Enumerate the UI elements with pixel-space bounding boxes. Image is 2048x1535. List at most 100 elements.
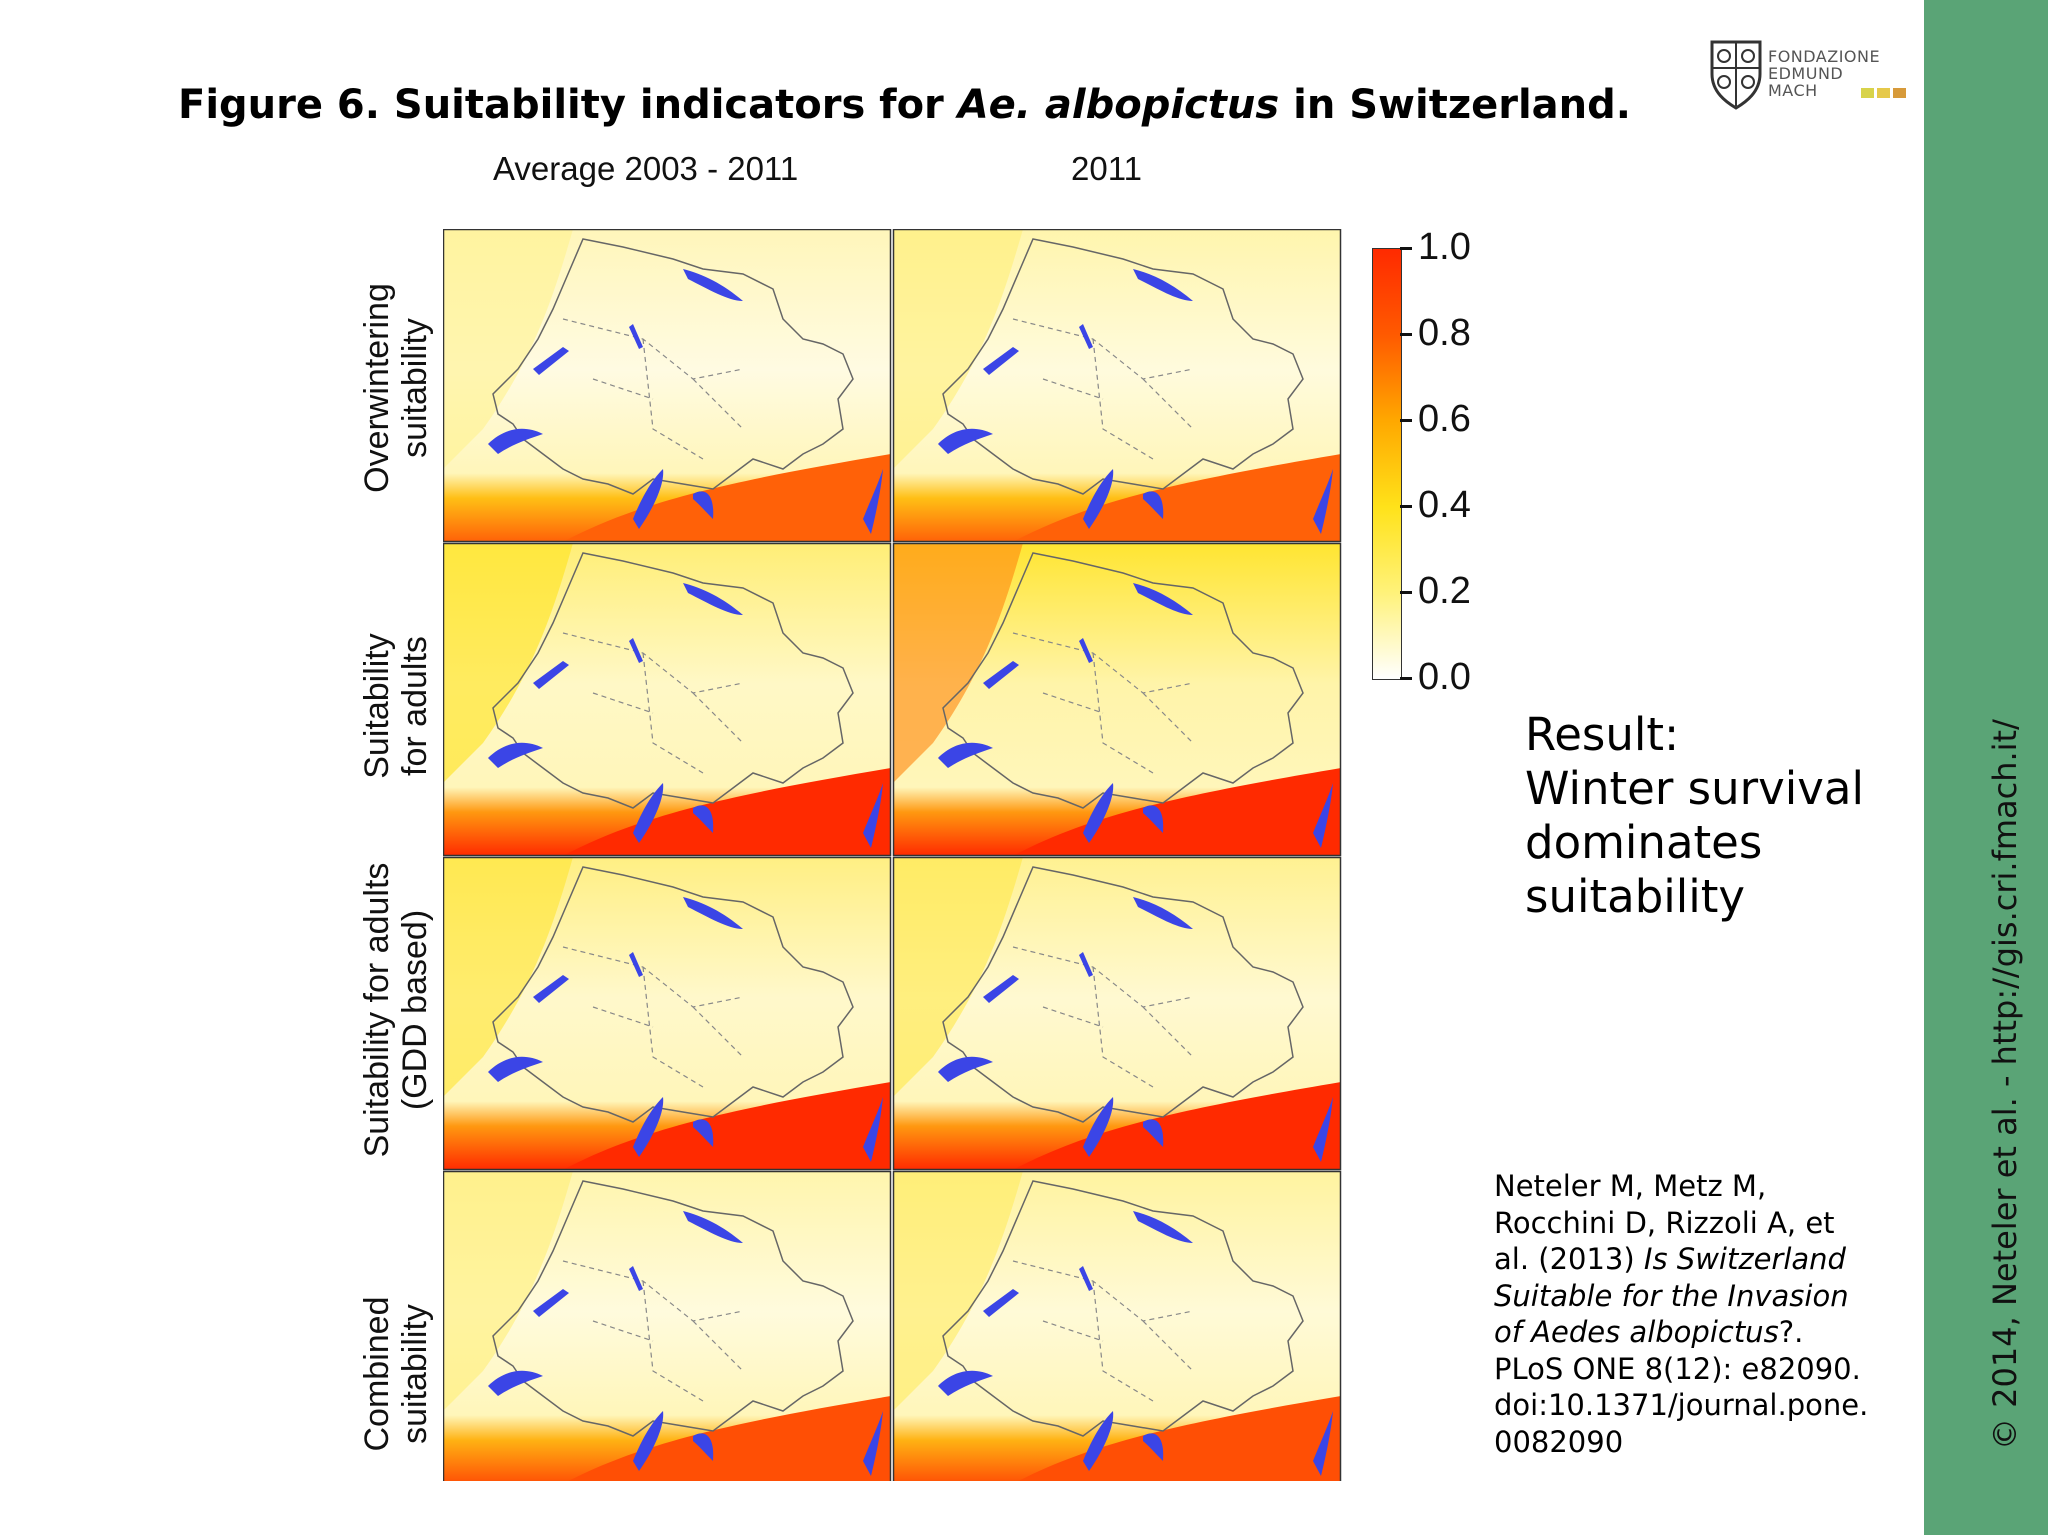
lake-geneva — [938, 428, 993, 454]
border-outline — [492, 552, 854, 809]
lake-neuchatel — [983, 975, 1019, 1003]
lake-maggiore — [1083, 1097, 1114, 1157]
lake-neuchatel — [533, 1289, 569, 1317]
canton-borders — [1012, 946, 1194, 1088]
canton-borders — [562, 1260, 744, 1402]
legend-tick-label: 1.0 — [1418, 226, 1471, 268]
lake-como — [1143, 491, 1164, 519]
logo-square-1 — [1861, 88, 1874, 98]
lake-maggiore — [1083, 469, 1114, 529]
legend-tick-label: 0.0 — [1418, 656, 1471, 698]
southern-lowland-zone — [1013, 1082, 1341, 1170]
legend-tick-mark — [1400, 591, 1412, 594]
lake-neuchatel — [983, 347, 1019, 375]
map-panel — [443, 856, 892, 1171]
legend-tick-mark — [1400, 333, 1412, 336]
lake-maggiore — [633, 469, 664, 529]
panel-frame — [443, 229, 892, 543]
panel-frame — [892, 856, 1342, 1171]
panel-frame — [892, 1170, 1342, 1481]
western-plateau-zone — [443, 543, 573, 783]
canton-borders — [1012, 632, 1194, 774]
border-outline — [492, 866, 854, 1123]
lake-garda — [863, 783, 883, 848]
lake-constance — [683, 1211, 743, 1243]
lake-como — [693, 1119, 714, 1147]
western-plateau-zone — [893, 857, 1023, 1097]
map-panel — [892, 856, 1342, 1171]
border-outline — [492, 1180, 854, 1437]
lake-como — [693, 491, 714, 519]
copyright-vertical-text: © 2014, Neteler et al. - http://gis.cri.… — [1986, 719, 2024, 1450]
lake-zurich — [629, 1266, 643, 1291]
western-plateau-zone — [893, 229, 1023, 469]
lake-garda — [863, 469, 883, 534]
canton-borders — [562, 632, 744, 774]
border-outline — [942, 866, 1304, 1123]
figure-title: Figure 6. Suitability indicators for Ae.… — [178, 82, 1631, 128]
lake-geneva — [488, 742, 543, 768]
map-panel — [443, 229, 892, 543]
column-header-2011: 2011 — [1071, 150, 1142, 187]
lake-constance — [1133, 583, 1193, 615]
lake-garda — [1313, 469, 1333, 534]
fondazione-edmund-mach-logo: FONDAZIONE EDMUND MACH — [1708, 38, 1908, 114]
western-plateau-zone — [893, 1171, 1023, 1411]
lake-geneva — [488, 1370, 543, 1396]
canton-borders — [562, 946, 744, 1088]
lake-garda — [863, 1411, 883, 1476]
lake-constance — [1133, 269, 1193, 301]
panel-frame — [443, 1170, 892, 1481]
panel-frame — [892, 542, 1342, 857]
shield-icon — [1710, 40, 1762, 110]
map-panel — [892, 542, 1342, 857]
panel-frame — [443, 856, 892, 1171]
panel-frame — [892, 229, 1342, 543]
southern-lowland-zone — [1013, 768, 1341, 856]
western-plateau-zone — [443, 229, 573, 469]
lake-zurich — [629, 324, 643, 349]
legend-tick-mark — [1400, 247, 1412, 250]
lake-como — [1143, 1433, 1164, 1461]
lake-geneva — [938, 742, 993, 768]
southern-lowland-zone — [1013, 454, 1341, 542]
lake-zurich — [629, 952, 643, 977]
logo-square-2 — [1877, 88, 1890, 98]
lake-zurich — [1079, 638, 1093, 663]
side-band — [1924, 0, 2048, 1535]
column-header-average: Average 2003 - 2011 — [493, 150, 799, 187]
border-outline — [942, 1180, 1304, 1437]
legend-tick-label: 0.8 — [1418, 312, 1471, 354]
map-panel — [892, 1170, 1342, 1481]
result-text: Result: Winter survival dominates suitab… — [1525, 708, 1864, 923]
legend-tick-label: 0.6 — [1418, 398, 1471, 440]
lake-neuchatel — [533, 661, 569, 689]
lake-geneva — [938, 1056, 993, 1082]
lake-como — [693, 805, 714, 833]
lake-como — [1143, 1119, 1164, 1147]
lake-neuchatel — [533, 347, 569, 375]
lake-garda — [863, 1097, 883, 1162]
canton-borders — [1012, 318, 1194, 460]
lake-zurich — [1079, 324, 1093, 349]
lake-constance — [1133, 1211, 1193, 1243]
lake-zurich — [1079, 952, 1093, 977]
lake-maggiore — [633, 1411, 664, 1471]
lake-neuchatel — [533, 975, 569, 1003]
lake-constance — [683, 583, 743, 615]
lake-garda — [1313, 1097, 1333, 1162]
map-panel — [443, 542, 892, 857]
southern-lowland-zone — [568, 1396, 891, 1481]
lake-maggiore — [1083, 783, 1114, 843]
lake-zurich — [1079, 1266, 1093, 1291]
border-outline — [942, 238, 1304, 495]
panel-frame — [443, 542, 892, 857]
suitability-map-grid — [443, 229, 1342, 1481]
lake-como — [693, 1433, 714, 1461]
lake-constance — [683, 897, 743, 929]
map-panel — [892, 229, 1342, 543]
species-name: Ae. albopictus — [957, 82, 1280, 128]
legend-tick-label: 0.4 — [1418, 484, 1471, 526]
lake-garda — [1313, 783, 1333, 848]
border-outline — [942, 552, 1304, 809]
